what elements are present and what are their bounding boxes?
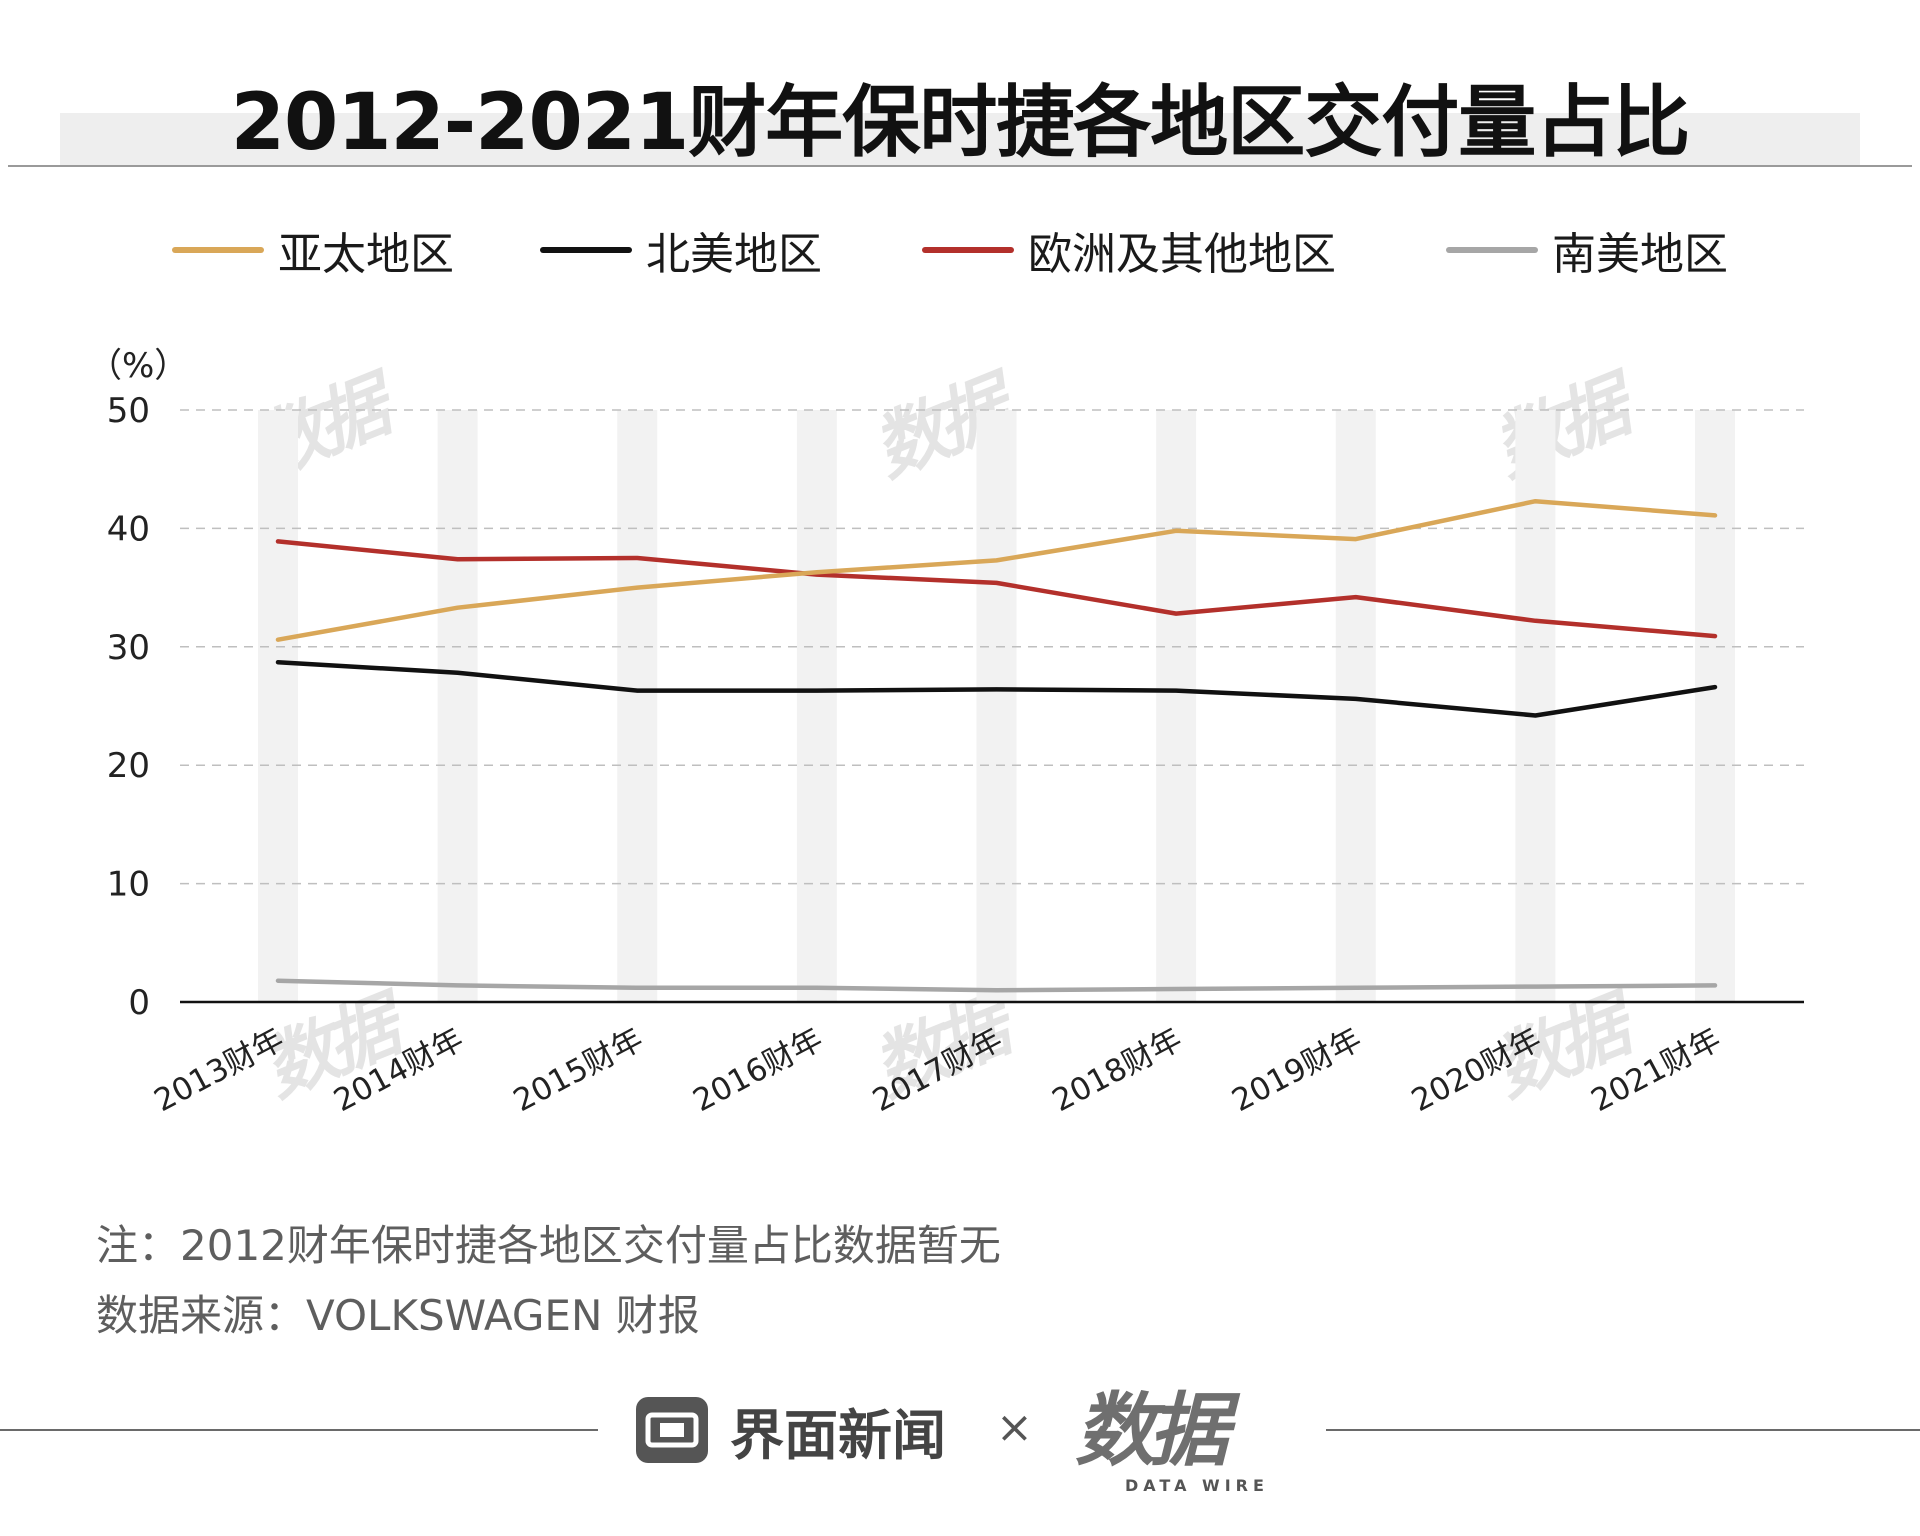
series-line-asia-pacific — [275, 498, 1718, 642]
x-tick-label: 2018财年 — [1047, 1021, 1188, 1119]
legend-swatch-asia-pacific — [172, 247, 264, 253]
x-tick-label: 2013财年 — [148, 1021, 289, 1119]
data-wire-logo: 数据 DATA WIRE — [1075, 1366, 1295, 1496]
column-band — [617, 410, 658, 1002]
legend-label-north-america: 北美地区 — [646, 229, 822, 280]
column-band — [1695, 410, 1735, 1002]
note-text: 注：2012财年保时捷各地区交付量占比数据暂无 — [96, 1221, 1001, 1270]
column-band — [796, 410, 837, 1002]
footer-rule-left — [0, 1429, 598, 1431]
legend: 亚太地区 北美地区 欧洲及其他地区 南美地区 — [0, 222, 1920, 280]
series-line-north-america — [275, 659, 1718, 718]
chart-title: 2012-2021财年保时捷各地区交付量占比 — [230, 78, 1691, 168]
series-line-europe-other — [275, 539, 1718, 639]
y-tick-label: 20 — [107, 746, 150, 786]
legend-item-europe-other: 欧洲及其他地区 — [922, 222, 1336, 280]
title-background-band — [60, 113, 1860, 165]
x-tick-label: 2021财年 — [1585, 1021, 1726, 1119]
brand-jiemian: 界面新闻 — [636, 1397, 946, 1467]
column-band — [437, 410, 478, 1002]
column-band — [1515, 410, 1556, 1002]
legend-swatch-europe-other — [922, 247, 1014, 253]
legend-item-asia-pacific: 亚太地区 — [172, 222, 454, 280]
column-band — [1156, 410, 1197, 1002]
y-tick-label: 10 — [107, 865, 150, 905]
x-tick-label: 2014财年 — [328, 1021, 469, 1119]
column-bands — [258, 410, 1735, 1002]
legend-swatch-north-america — [540, 247, 632, 253]
brand-name: 界面新闻 — [730, 1403, 946, 1467]
x-tick-label: 2020财年 — [1406, 1021, 1547, 1119]
y-tick-label: 40 — [107, 509, 150, 549]
y-tick-label: 30 — [107, 628, 150, 668]
x-tick-label: 2019财年 — [1226, 1021, 1367, 1119]
y-tick-label: 0 — [128, 983, 150, 1023]
series-lines — [275, 498, 1718, 993]
times-symbol: × — [996, 1402, 1033, 1453]
footer-rule-right — [1326, 1429, 1920, 1431]
x-tick-label: 2015财年 — [508, 1021, 649, 1119]
legend-label-europe-other: 欧洲及其他地区 — [1028, 229, 1336, 280]
legend-label-asia-pacific: 亚太地区 — [278, 229, 454, 280]
legend-item-south-america: 南美地区 — [1446, 222, 1728, 280]
y-unit-label: （%） — [88, 346, 188, 386]
source-text: 数据来源：VOLKSWAGEN 财报 — [96, 1291, 700, 1340]
column-band — [1335, 410, 1376, 1002]
series-line-south-america — [275, 978, 1718, 993]
data-wire-logo-sub: DATA WIRE — [1125, 1476, 1269, 1495]
y-tick-label: 50 — [107, 391, 150, 431]
column-band — [258, 410, 298, 1002]
x-tick-label: 2016财年 — [687, 1021, 828, 1119]
title-underline — [8, 165, 1912, 167]
column-band — [976, 410, 1017, 1002]
legend-swatch-south-america — [1446, 247, 1538, 253]
legend-label-south-america: 南美地区 — [1552, 229, 1728, 280]
x-tick-label: 2017财年 — [867, 1021, 1008, 1119]
jiemian-logo-icon — [636, 1397, 708, 1463]
legend-item-north-america: 北美地区 — [540, 222, 822, 280]
data-wire-logo-mark: 数据 — [1075, 1383, 1229, 1477]
